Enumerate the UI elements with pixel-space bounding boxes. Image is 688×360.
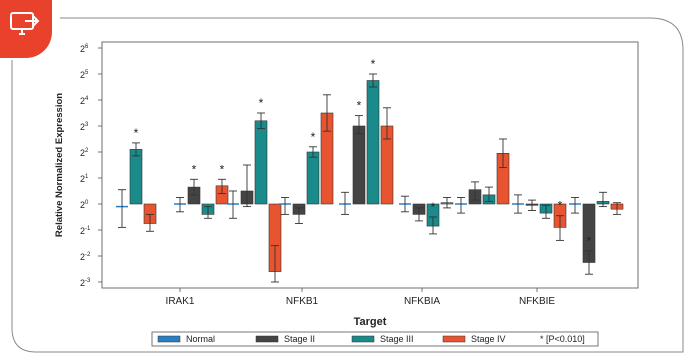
bar bbox=[254, 120, 268, 205]
legend-items: Normal Stage II Stage III Stage IV bbox=[157, 334, 506, 344]
plot-border bbox=[101, 41, 639, 289]
x-axis-label: Target bbox=[354, 316, 387, 328]
bar bbox=[129, 149, 143, 205]
bar bbox=[366, 80, 380, 205]
y-tick-label: 23 bbox=[80, 122, 89, 132]
x-tick-label: NFKB1 bbox=[286, 296, 319, 307]
logo-badge bbox=[0, 0, 52, 58]
legend-swatch bbox=[351, 335, 375, 343]
legend-swatch bbox=[442, 335, 466, 343]
y-axis-label: Relative Normalized Expression bbox=[54, 93, 65, 237]
legend: Normal Stage II Stage III Stage IV * [P<0.0… bbox=[151, 331, 599, 347]
x-tick-label: NFKBIE bbox=[519, 296, 555, 307]
legend-label: Stage II bbox=[284, 334, 315, 344]
significance-star: * bbox=[220, 162, 225, 176]
x-axis: IRAK1 NFKB1 NFKBIA NFKBIE bbox=[166, 288, 555, 307]
legend-swatch bbox=[157, 335, 181, 343]
y-tick-label: 2-3 bbox=[80, 278, 91, 288]
significance-star: * bbox=[431, 200, 436, 214]
bar-series: * * * * * * * * * * bbox=[116, 57, 624, 283]
bar bbox=[306, 151, 320, 205]
legend-swatch bbox=[255, 335, 279, 343]
plot-area bbox=[101, 41, 639, 289]
significance-star: * bbox=[134, 126, 139, 140]
legend-box bbox=[151, 331, 599, 347]
monitor-arrow-icon bbox=[10, 12, 40, 35]
y-tick-label: 26 bbox=[80, 44, 89, 54]
y-tick-label: 22 bbox=[80, 148, 89, 158]
legend-note: * [P<0.010] bbox=[540, 334, 585, 344]
y-tick-label: 20 bbox=[80, 200, 89, 210]
x-tick-label: NFKBIA bbox=[404, 296, 440, 307]
legend-label: Stage IV bbox=[471, 334, 506, 344]
significance-star: * bbox=[311, 130, 316, 144]
x-tick-label: IRAK1 bbox=[166, 296, 195, 307]
significance-star: * bbox=[587, 234, 592, 248]
significance-star: * bbox=[259, 96, 264, 110]
y-tick-label: 2-1 bbox=[80, 226, 91, 236]
legend-label: Normal bbox=[186, 334, 215, 344]
y-tick-label: 25 bbox=[80, 70, 89, 80]
y-tick-label: 2-2 bbox=[80, 252, 91, 262]
significance-star: * bbox=[558, 199, 563, 213]
y-tick-label: 24 bbox=[80, 96, 89, 106]
significance-star: * bbox=[371, 57, 376, 71]
y-axis: 26 25 24 23 22 21 20 2-1 2-2 2-3 bbox=[80, 44, 102, 288]
legend-label: Stage III bbox=[380, 334, 414, 344]
bar bbox=[352, 125, 366, 205]
significance-star: * bbox=[357, 99, 362, 113]
significance-star: * bbox=[192, 162, 197, 176]
y-tick-label: 21 bbox=[80, 174, 89, 184]
